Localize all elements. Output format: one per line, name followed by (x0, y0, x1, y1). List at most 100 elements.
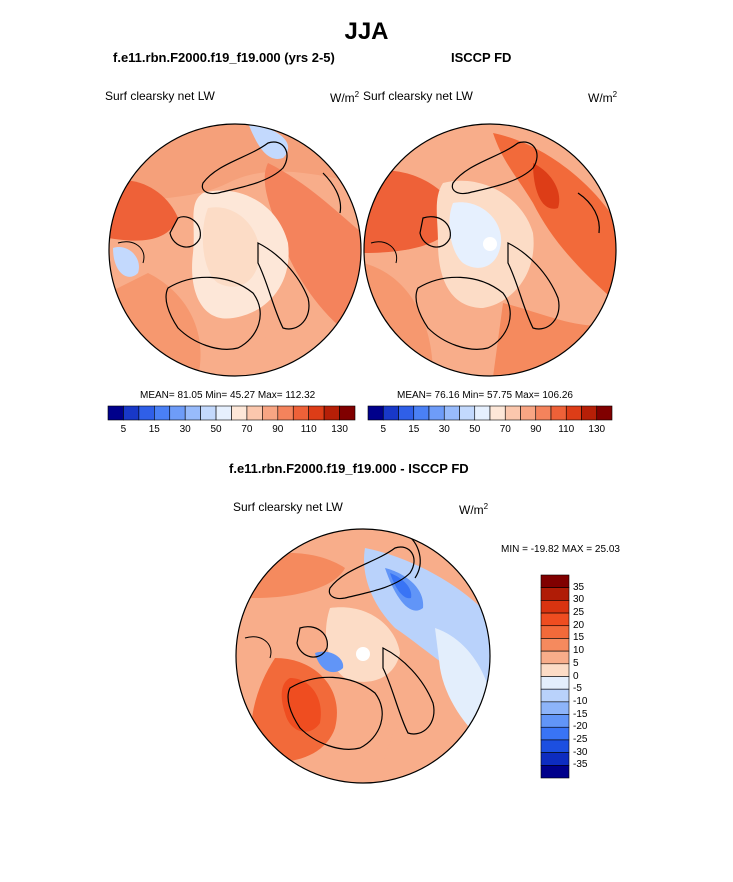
model-colorbar-tick-130: 130 (331, 424, 348, 435)
panel-model-units-base: W/m (330, 91, 355, 105)
obs-colorbar-box-1 (382, 405, 399, 421)
panel-diff-variable-label: Surf clearsky net LW (233, 500, 343, 514)
model-colorbar-box-13 (308, 405, 325, 421)
diff-field-negative-peak (390, 573, 412, 599)
obs-colorbar-tick-15: 15 (408, 424, 420, 435)
diff-colorbar-box-15 (540, 765, 570, 779)
panel-model-units-exp: 2 (354, 90, 360, 99)
model-colorbar-box-1 (123, 405, 140, 421)
diff-colorbar-tick-9: -10 (573, 695, 588, 707)
obs-coast-eurasia-east (507, 242, 560, 330)
panel-obs-title: ISCCP FD (451, 50, 512, 65)
diff-colorbar-box-6 (540, 650, 570, 665)
panel-obs-units-exp: 2 (612, 90, 618, 99)
obs-colorbar-box-2 (398, 405, 415, 421)
diff-colorbar-box-2 (540, 600, 570, 614)
obs-colorbar-box-7 (474, 405, 491, 421)
obs-colorbar-box-10 (520, 405, 537, 421)
panel-obs-units-base: W/m (588, 91, 613, 105)
diff-colorbar-box-14 (540, 752, 570, 766)
diff-field-baffin-negative (315, 651, 344, 673)
model-colorbar-box-9 (246, 405, 263, 421)
obs-coast-greenland (419, 216, 451, 248)
panel-obs-colorbar-ticks: 5 15 30 50 70 90 110 130 (368, 424, 612, 438)
diff-colorbar-tick-11: -20 (573, 721, 588, 733)
model-field-arctic-core (202, 207, 260, 287)
obs-colorbar-box-13 (565, 405, 582, 421)
panel-diff-colorbar (540, 574, 570, 779)
model-coast-eurasia-west (165, 276, 261, 350)
model-colorbar-box-3 (154, 405, 171, 421)
model-colorbar-box-15 (339, 405, 356, 421)
panel-diff-stats: MIN = -19.82 MAX = 25.03 (501, 544, 620, 555)
model-field-north-band (109, 124, 361, 213)
panel-model-colorbar (107, 405, 356, 421)
model-colorbar-box-2 (138, 405, 155, 421)
obs-colorbar-box-0 (367, 405, 384, 421)
model-colorbar-tick-70: 70 (241, 424, 253, 435)
obs-field-arctic-ice (449, 202, 502, 268)
diff-colorbar-box-8 (540, 676, 570, 690)
model-field-southeast-band (258, 323, 361, 376)
panel-obs-units: W/m2 (588, 90, 617, 105)
diff-colorbar-box-5 (540, 638, 570, 652)
model-field-pacific-warm (264, 163, 361, 343)
model-coast-north-america (201, 141, 288, 195)
panel-diff-units-base: W/m (459, 503, 484, 517)
diff-colorbar-box-11 (540, 714, 570, 728)
diff-colorbar-tick-6: 5 (573, 657, 579, 669)
diff-field-arctic-neutral (325, 607, 400, 682)
obs-colorbar-box-5 (443, 405, 460, 421)
model-field-cool-patch-west (113, 247, 139, 277)
obs-colorbar-box-14 (581, 405, 598, 421)
obs-colorbar-tick-50: 50 (469, 424, 481, 435)
obs-coast-north-america (451, 141, 538, 195)
diff-colorbar-box-13 (540, 739, 570, 753)
diff-colorbar-box-1 (540, 587, 570, 601)
panel-diff-map (235, 528, 491, 784)
obs-colorbar-box-8 (489, 405, 506, 421)
model-map-border (108, 123, 362, 377)
panel-diff-units-exp: 2 (483, 502, 489, 511)
diff-colorbar-box-4 (540, 625, 570, 639)
diff-colorbar-box-3 (540, 612, 570, 627)
diff-colorbar-box-0 (540, 574, 570, 588)
model-coast-iceland (117, 241, 145, 264)
model-colorbar-box-11 (277, 405, 294, 421)
obs-colorbar-tick-90: 90 (530, 424, 542, 435)
diff-colorbar-tick-5: 10 (573, 645, 585, 657)
diff-coast-eurasia-west (287, 676, 383, 750)
diff-colorbar-tick-8: -5 (573, 683, 582, 695)
diff-colorbar-box-7 (540, 663, 570, 677)
obs-field-atlantic-warm (364, 170, 458, 253)
diff-coast-iceland (244, 636, 272, 659)
obs-coast-iceland (370, 241, 398, 264)
obs-colorbar-box-11 (535, 405, 552, 421)
diff-colorbar-tick-14: -35 (573, 759, 588, 771)
diff-colorbar-tick-2: 25 (573, 607, 585, 619)
panel-model-stats: MEAN= 81.05 Min= 45.27 Max= 112.32 (140, 390, 316, 401)
obs-colorbar-tick-130: 130 (588, 424, 606, 435)
model-colorbar-box-0 (107, 405, 124, 421)
diff-colorbar-tick-13: -30 (573, 746, 588, 758)
diff-colorbar-tick-1: 30 (573, 594, 585, 606)
model-colorbar-tick-30: 30 (179, 424, 191, 435)
obs-colorbar-box-9 (504, 405, 521, 421)
obs-map-border (363, 123, 617, 377)
diff-field-positive-core (281, 678, 321, 732)
obs-field-pole-missing (483, 237, 497, 251)
figure-title: JJA (344, 18, 389, 45)
model-coast-eurasia-east (257, 242, 310, 330)
panel-obs-stats: MEAN= 76.16 Min= 57.75 Max= 106.26 (397, 390, 573, 401)
panel-model-title: f.e11.rbn.F2000.f19_f19.000 (yrs 2-5) (113, 50, 335, 65)
obs-colorbar-tick-5: 5 (380, 424, 387, 435)
model-coast-greenland (169, 216, 201, 248)
diff-colorbar-tick-3: 20 (573, 619, 585, 631)
diff-colorbar-tick-0: 35 (573, 581, 585, 593)
model-colorbar-box-12 (292, 405, 309, 421)
diff-coast-greenland (296, 626, 328, 658)
diff-coast-eurasia-east (382, 647, 435, 735)
diff-colorbar-tick-4: 15 (573, 632, 585, 644)
obs-colorbar-tick-30: 30 (438, 424, 450, 435)
model-field-atlantic-warm (109, 180, 178, 241)
